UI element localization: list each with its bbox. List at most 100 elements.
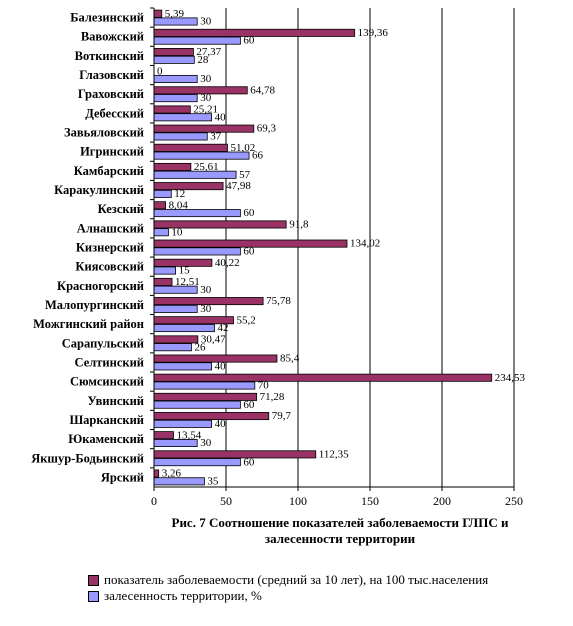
legend-swatch-incidence [88, 575, 99, 586]
category-label: Селтинский [75, 355, 144, 369]
data-labels: 5,3930139,366027,372803064,783025,214069… [157, 8, 525, 488]
data-label-forest: 60 [243, 399, 255, 411]
bar-forest [153, 381, 256, 390]
data-label-forest: 35 [207, 475, 219, 487]
bar-forest [153, 247, 241, 256]
x-tick-label: 200 [433, 494, 451, 508]
x-tick-label: 50 [220, 494, 232, 508]
legend-item-incidence: показатель заболеваемости (средний за 10… [88, 572, 558, 587]
data-label-forest: 42 [217, 322, 228, 334]
x-tick-labels: 0 50 100 150 200 250 [151, 494, 523, 508]
bar-forest [153, 362, 212, 371]
bar-incidence [153, 124, 255, 133]
data-label-forest: 30 [200, 73, 212, 85]
bars [153, 9, 493, 486]
bar-forest [153, 94, 198, 103]
bar-incidence [153, 162, 192, 171]
data-label-incidence: 51,02 [230, 142, 255, 154]
legend-swatch-forest [88, 591, 99, 602]
category-label: Увинский [88, 394, 144, 408]
bar-incidence [153, 373, 493, 382]
data-label-forest: 40 [215, 418, 227, 430]
category-label: Камбарский [74, 164, 144, 178]
bar-forest [153, 304, 198, 313]
bar-forest [153, 419, 212, 428]
category-label: Дебесский [85, 106, 144, 120]
category-label: Ярский [101, 470, 144, 484]
x-tick-label: 150 [361, 494, 379, 508]
data-label-forest: 26 [194, 341, 206, 353]
bar-forest [153, 209, 241, 218]
category-label: Шарканский [69, 413, 144, 427]
data-label-forest: 60 [243, 246, 255, 258]
category-label: Вавожский [81, 30, 144, 44]
category-label: Красногорский [57, 279, 144, 293]
data-label-incidence: 79,7 [272, 410, 292, 422]
bar-incidence [153, 469, 160, 478]
data-label-incidence: 40,22 [215, 257, 240, 269]
data-label-forest: 12 [174, 188, 185, 200]
bar-forest [153, 228, 169, 237]
bar-forest [153, 343, 192, 352]
category-label: Кезский [98, 202, 144, 216]
data-label-incidence: 0 [157, 65, 163, 77]
bar-incidence [153, 392, 258, 401]
data-label-incidence: 64,78 [250, 84, 275, 96]
bar-incidence [153, 277, 173, 286]
bar-forest [153, 266, 177, 275]
bar-incidence [153, 105, 191, 114]
data-label-incidence: 27,37 [196, 46, 221, 58]
data-label-incidence: 69,3 [257, 123, 277, 135]
legend-item-forest: залесенность территории, % [88, 588, 558, 603]
bar-incidence [153, 9, 163, 18]
data-label-incidence: 139,36 [358, 27, 389, 39]
x-tick-label: 100 [289, 494, 307, 508]
data-label-incidence: 12,51 [175, 276, 200, 288]
data-label-forest: 10 [171, 226, 183, 238]
category-label: Завьяловский [64, 126, 144, 140]
category-labels: Балезинский Вавожский Воткинский Глазовский… [31, 11, 144, 485]
chart-title: Рис. 7 Соотношение показателей заболевае… [171, 515, 509, 546]
bar-incidence [153, 201, 166, 210]
data-label-incidence: 55,2 [236, 314, 255, 326]
legend-label-incidence: показатель заболеваемости (средний за 10… [104, 572, 489, 587]
bar-incidence [153, 450, 317, 459]
data-label-forest: 30 [200, 437, 212, 449]
bar-forest [153, 55, 195, 64]
bar-forest [153, 400, 241, 409]
data-label-forest: 30 [200, 303, 212, 315]
data-label-forest: 60 [243, 456, 255, 468]
data-label-incidence: 112,35 [319, 448, 349, 460]
category-label: Юкаменский [68, 432, 144, 446]
data-label-incidence: 5,39 [165, 8, 185, 20]
data-label-forest: 40 [215, 111, 227, 123]
bar-incidence [153, 48, 194, 57]
data-label-forest: 60 [243, 207, 255, 219]
bar-forest [153, 458, 241, 467]
legend: показатель заболеваемости (средний за 10… [88, 572, 558, 604]
data-label-forest: 30 [200, 16, 212, 28]
data-label-incidence: 13,54 [176, 429, 201, 441]
category-label: Киясовский [75, 260, 144, 274]
data-label-forest: 30 [200, 284, 212, 296]
bar-incidence [153, 143, 228, 152]
bar-forest [153, 36, 241, 45]
category-label: Балезинский [70, 11, 144, 25]
bar-incidence [153, 182, 224, 191]
bar-incidence [153, 335, 199, 344]
bar-incidence [153, 431, 174, 440]
bar-incidence [153, 412, 270, 421]
bar-forest [153, 189, 172, 198]
bar-forest [153, 132, 208, 141]
data-label-incidence: 25,21 [193, 104, 218, 116]
category-label: Кизнерский [76, 241, 144, 255]
bar-forest [153, 324, 215, 333]
data-label-forest: 60 [243, 35, 255, 47]
data-label-incidence: 25,61 [194, 161, 219, 173]
category-label: Глазовский [79, 68, 144, 82]
category-label: Якшур-Бодьинский [31, 451, 144, 465]
data-label-incidence: 3,26 [162, 468, 182, 480]
data-label-forest: 57 [239, 169, 251, 181]
data-label-forest: 30 [200, 92, 212, 104]
